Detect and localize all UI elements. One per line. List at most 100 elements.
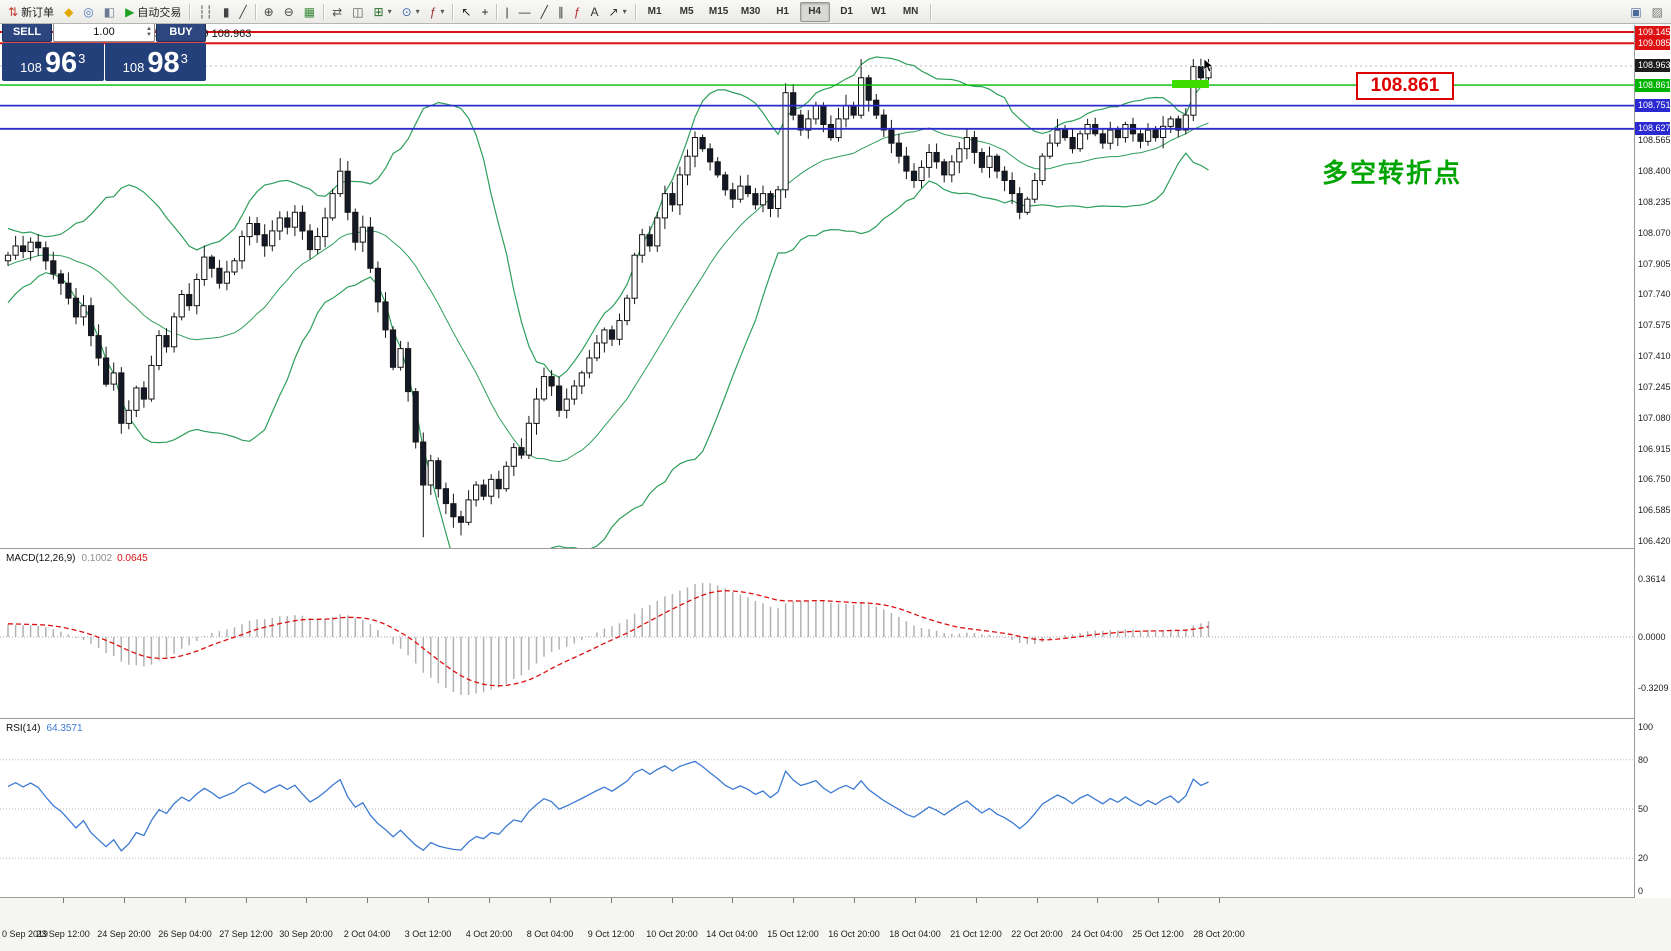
candle-body [1061, 129, 1069, 139]
dropdown-arrow-icon: ▾ [415, 7, 420, 16]
window-menu-icon[interactable]: ▨ [1647, 1, 1668, 23]
toolbar-separator [496, 3, 498, 20]
macd-signal-value: 0.0645 [117, 553, 148, 564]
toolbar-separator [452, 3, 454, 20]
timeframe-m5[interactable]: M5 [679, 6, 694, 17]
candle-body [752, 193, 759, 206]
buy-button[interactable]: BUY [156, 21, 206, 42]
horizontal-line-icon: — [518, 4, 531, 19]
docking-icon[interactable]: ▣ [1625, 1, 1646, 23]
timeframe-mn[interactable]: MN [902, 6, 919, 17]
candle-body [676, 174, 683, 206]
candle-body [186, 294, 193, 307]
time-axis-label: 25 Oct 12:00 [1132, 929, 1184, 939]
indicators-button[interactable]: ƒ ▾ [425, 1, 450, 23]
channel-icon[interactable]: ∥ [553, 1, 569, 23]
timeframe-m15[interactable]: M15 [708, 6, 729, 17]
horizontal-line-icon[interactable]: — [514, 1, 536, 23]
fibonacci-icon[interactable]: ƒ [569, 1, 586, 23]
new-order-button[interactable]: ⇅ 新订单 [3, 1, 59, 23]
panel-separator[interactable] [0, 718, 1671, 719]
timeframe-w1[interactable]: W1 [871, 6, 887, 17]
line-chart-icon: ╱ [239, 4, 247, 19]
toolbar-separator [323, 3, 325, 20]
zoom-in-icon[interactable]: ⊕ [259, 1, 279, 23]
candlestick-chart-icon: ▮ [222, 4, 230, 19]
toolbar-separator [189, 3, 191, 20]
trendline-icon[interactable]: ╱ [536, 1, 553, 23]
candle-body [344, 170, 351, 213]
tile-windows-icon[interactable]: ▦ [299, 1, 320, 23]
candle-body [918, 166, 925, 181]
rsi-name: RSI(14) [6, 723, 41, 734]
timeframe-h1[interactable]: H1 [776, 6, 789, 17]
candle-body [525, 422, 532, 456]
candle-body [299, 211, 306, 232]
candle-body [1031, 180, 1038, 200]
macd-panel-canvas[interactable] [0, 549, 1634, 719]
sell-price-prefix: 108 [20, 60, 42, 75]
crosshair-icon[interactable]: + [476, 1, 493, 23]
price-chart-canvas[interactable] [0, 25, 1634, 549]
cursor-icon[interactable]: ↖ [456, 1, 476, 23]
time-axis-label: 15 Oct 12:00 [767, 929, 819, 939]
zoom-out-icon: ⊖ [283, 4, 294, 19]
navigator-icon[interactable]: ◧ [99, 1, 120, 23]
new-chart-button[interactable]: ⊞ ▾ [369, 1, 397, 23]
candle-body [223, 271, 231, 284]
time-axis-tick [1219, 898, 1220, 903]
text-icon[interactable]: A [586, 1, 604, 23]
price-scale-tick: 107.080 [1638, 413, 1671, 423]
panel-separator[interactable] [0, 548, 1671, 549]
candle-body [722, 174, 729, 191]
timeframe-h4[interactable]: H4 [799, 1, 830, 22]
timeframe-m30[interactable]: M30 [740, 6, 761, 17]
price-scale[interactable]: 108.565 108.400 108.235 108.070 107.905 107.7… [1635, 25, 1671, 898]
candle-body [865, 77, 872, 101]
auto-scroll-icon[interactable]: ⇄ [327, 1, 347, 23]
arrows-icon[interactable]: ↗ ▾ [604, 1, 632, 23]
price-scale-tick: 108.235 [1638, 197, 1671, 207]
volume-value[interactable]: 1.00 [93, 25, 115, 38]
candle-body [171, 316, 178, 348]
chart-shift-icon[interactable]: ◫ [347, 1, 368, 23]
volume-up-button[interactable]: ▲ [146, 25, 152, 32]
candle-body [337, 170, 344, 195]
dropdown-arrow-icon: ▾ [440, 7, 445, 16]
sell-price-display[interactable]: 108 96 3 [2, 43, 104, 81]
candle-body [103, 357, 110, 385]
docking-icon: ▣ [1630, 4, 1642, 19]
timeframe-m1[interactable]: M1 [647, 6, 662, 17]
candle-body [903, 155, 910, 172]
zoom-out-icon[interactable]: ⊖ [279, 1, 299, 23]
autotrading-button[interactable]: ▶ 自动交易 [120, 1, 186, 23]
candle-body [163, 335, 170, 348]
volume-input[interactable]: 1.00 ▲ ▼ [53, 21, 155, 42]
price-scale-tick: 106.585 [1638, 505, 1671, 515]
autotrading-button-label: 自动交易 [137, 6, 182, 19]
chart-windows-icon[interactable]: ◆ [59, 1, 78, 23]
market-watch-icon[interactable]: ◎ [78, 1, 98, 23]
candle-body [457, 516, 465, 523]
vertical-line-icon[interactable]: | [500, 1, 513, 23]
rsi-panel-canvas[interactable] [0, 719, 1634, 898]
volume-down-button[interactable]: ▼ [146, 31, 152, 38]
line-chart-icon[interactable]: ╱ [234, 1, 251, 23]
time-axis-label: 16 Oct 20:00 [828, 929, 880, 939]
toolbar-separator [634, 3, 636, 20]
time-axis[interactable]: 0 Sep 2019 23 Sep 12:00 24 Sep 20:00 26 Sep… [0, 898, 1671, 951]
candle-body [1190, 66, 1197, 116]
time-axis-tick [428, 898, 429, 903]
buy-price-display[interactable]: 108 98 3 [104, 43, 206, 81]
candlestick-chart-icon[interactable]: ▮ [218, 1, 235, 23]
candle-body [1039, 155, 1046, 181]
price-marker-108.963: 108.963 [1635, 59, 1671, 72]
periods-button[interactable]: ⊙ ▾ [397, 1, 425, 23]
candle-body [933, 152, 940, 163]
candle-body [842, 105, 850, 120]
bar-chart-icon[interactable]: ┆┆ [193, 1, 217, 23]
timeframe-d1[interactable]: D1 [840, 6, 853, 17]
candle-body [450, 503, 457, 518]
candle-body [1077, 133, 1084, 150]
sell-button[interactable]: SELL [2, 21, 52, 42]
